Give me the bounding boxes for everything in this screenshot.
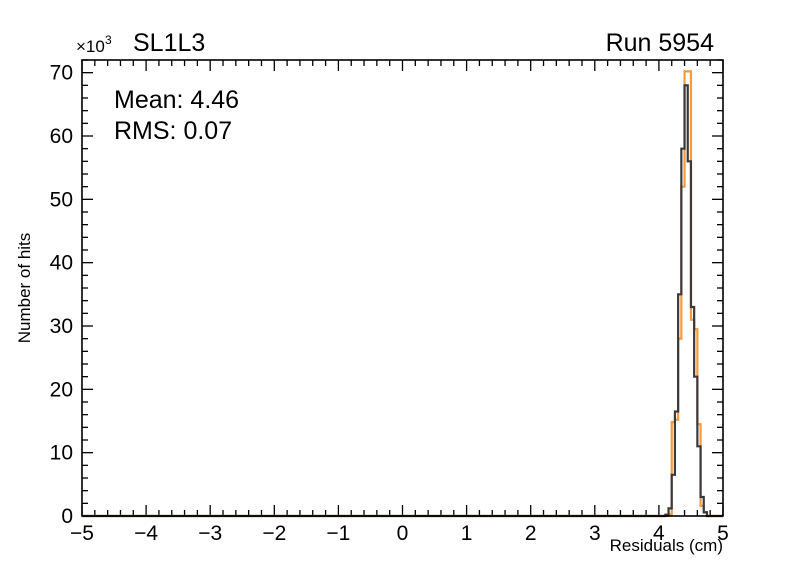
x-tick-label: −1 (326, 522, 350, 545)
y-tick-label: 60 (50, 125, 73, 148)
stats-rms-label: RMS: 0.07 (114, 117, 232, 145)
y-tick-label: 20 (50, 378, 73, 401)
y-axis-exponent-label: ×10 (76, 37, 105, 56)
x-tick-label: 3 (589, 522, 601, 545)
plot-frame (81, 59, 724, 517)
x-tick-label: 0 (397, 522, 409, 545)
x-tick-label: 5 (717, 522, 729, 545)
x-axis-tick-labels: −5 −4 −3 −2 −1 0 1 2 3 4 5 (70, 522, 729, 545)
x-tick-label: −3 (198, 522, 222, 545)
x-tick-label: −2 (262, 522, 286, 545)
x-tick-label: 4 (653, 522, 665, 545)
x-tick-label: −5 (70, 522, 94, 545)
y-tick-label: 40 (50, 252, 73, 275)
y-tick-label: 10 (50, 442, 73, 465)
y-axis-tick-labels: 0 10 20 30 40 50 60 70 (50, 62, 73, 528)
run-label: Run 5954 (606, 29, 715, 57)
histogram-series (82, 70, 723, 518)
x-tick-label: −4 (134, 522, 158, 545)
y-axis-title: Number of hits (15, 233, 34, 344)
y-axis-exponent-superscript: 3 (105, 33, 112, 47)
y-axis-ticks (82, 59, 723, 517)
pad-title: SL1L3 (133, 29, 205, 57)
x-axis-title: Residuals (cm) (610, 536, 723, 555)
x-tick-label: 2 (525, 522, 537, 545)
y-tick-label: 0 (61, 505, 73, 528)
x-tick-label: 1 (461, 522, 473, 545)
y-tick-label: 50 (50, 188, 73, 211)
y-tick-label: 30 (50, 315, 73, 338)
y-tick-label: 70 (50, 62, 73, 85)
stats-mean-label: Mean: 4.46 (114, 86, 239, 114)
histogram-dark-histogram (82, 84, 723, 518)
